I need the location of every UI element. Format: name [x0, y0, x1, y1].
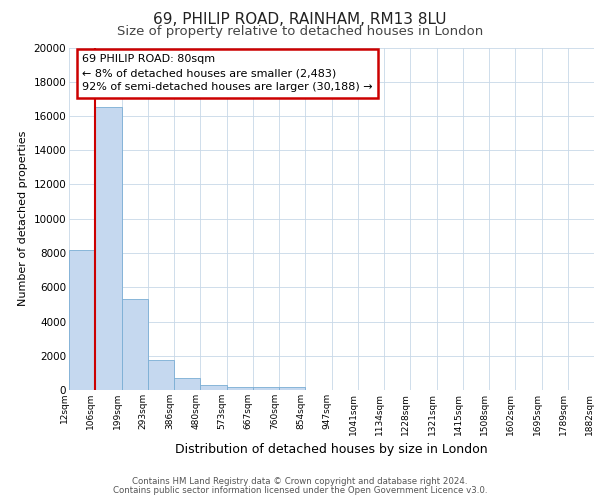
Bar	[174, 378, 200, 390]
Bar	[69, 250, 95, 390]
Bar	[200, 385, 227, 390]
Bar	[121, 299, 148, 390]
Text: Contains HM Land Registry data © Crown copyright and database right 2024.: Contains HM Land Registry data © Crown c…	[132, 477, 468, 486]
Text: 69 PHILIP ROAD: 80sqm
← 8% of detached houses are smaller (2,483)
92% of semi-de: 69 PHILIP ROAD: 80sqm ← 8% of detached h…	[82, 54, 373, 92]
Bar	[253, 387, 279, 390]
Text: Size of property relative to detached houses in London: Size of property relative to detached ho…	[117, 25, 483, 38]
X-axis label: Distribution of detached houses by size in London: Distribution of detached houses by size …	[175, 443, 488, 456]
Text: Contains public sector information licensed under the Open Government Licence v3: Contains public sector information licen…	[113, 486, 487, 495]
Bar	[227, 386, 253, 390]
Bar	[279, 388, 305, 390]
Y-axis label: Number of detached properties: Number of detached properties	[18, 131, 28, 306]
Text: 69, PHILIP ROAD, RAINHAM, RM13 8LU: 69, PHILIP ROAD, RAINHAM, RM13 8LU	[153, 12, 447, 28]
Bar	[95, 108, 121, 390]
Bar	[148, 360, 174, 390]
